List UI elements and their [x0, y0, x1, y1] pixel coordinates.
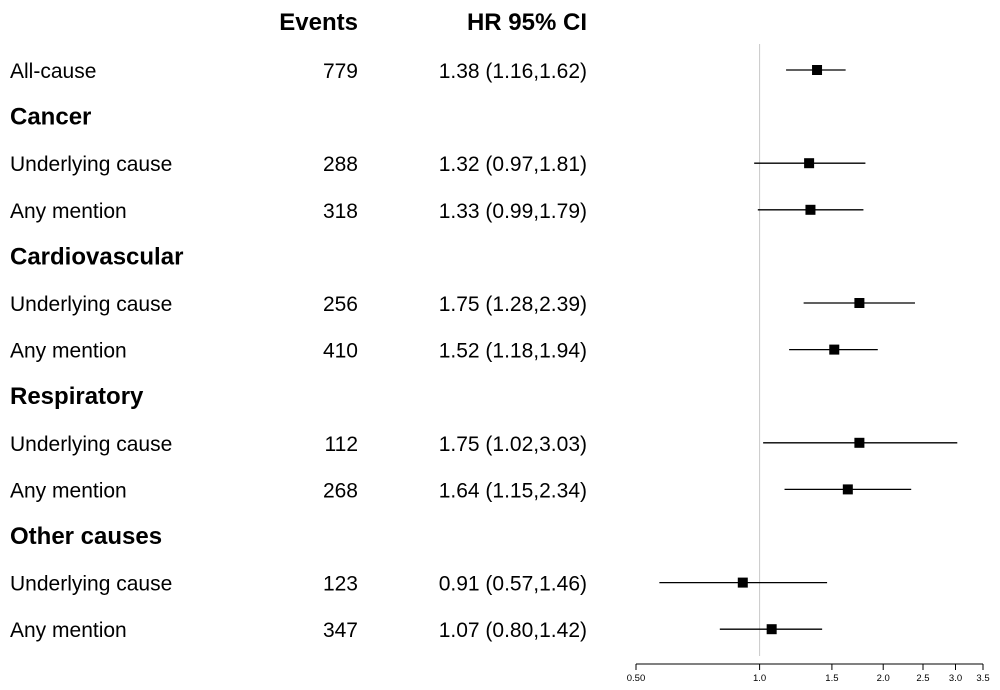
x-axis: 0.50 1.0 1.5 2.0 2.5 3.0 3.5	[627, 663, 990, 684]
group-label: Cardiovascular	[10, 243, 183, 270]
x-tick-label: 0.50	[627, 673, 646, 684]
row-hr-ci: 1.75 (1.28,2.39)	[439, 293, 587, 316]
row-label: Underlying cause	[10, 433, 172, 456]
row-label: Underlying cause	[10, 573, 172, 596]
x-tick-label: 2.5	[916, 673, 929, 684]
hr-point	[737, 577, 748, 588]
row-hr-ci: 0.91 (0.57,1.46)	[439, 573, 587, 596]
row-label: Any mention	[10, 340, 127, 363]
hr-column-header: HR 95% CI	[467, 9, 587, 36]
row-label: Underlying cause	[10, 293, 172, 316]
row-events: 288	[323, 153, 358, 176]
row-hr-ci: 1.64 (1.15,2.34)	[439, 479, 587, 502]
hr-point	[804, 158, 815, 169]
table-rows: All-cause 779 1.38 (1.16,1.62) Cancer Underl…	[10, 60, 587, 642]
x-tick-label: 3.0	[949, 673, 962, 684]
row-events: 256	[323, 293, 358, 316]
row-label: Underlying cause	[10, 153, 172, 176]
row-events: 347	[323, 619, 358, 642]
group-label: Respiratory	[10, 383, 144, 410]
hr-point	[812, 65, 823, 75]
group-label: Other causes	[10, 523, 162, 550]
hr-point	[842, 484, 853, 495]
row-label: Any mention	[10, 619, 127, 642]
row-events: 123	[323, 573, 358, 596]
row-label: All-cause	[10, 60, 96, 83]
x-tick-label: 1.5	[825, 673, 838, 684]
x-tick-label: 2.0	[877, 673, 890, 684]
row-events: 779	[323, 60, 358, 83]
row-hr-ci: 1.33 (0.99,1.79)	[439, 200, 587, 223]
row-events: 318	[323, 200, 358, 223]
hr-point	[766, 624, 777, 635]
row-hr-ci: 1.38 (1.16,1.62)	[439, 60, 587, 83]
row-hr-ci: 1.52 (1.18,1.94)	[439, 340, 587, 363]
row-hr-ci: 1.07 (0.80,1.42)	[439, 619, 587, 642]
plot-area	[659, 44, 958, 656]
hr-point	[854, 298, 865, 308]
row-label: Any mention	[10, 200, 127, 223]
x-tick-label: 3.5	[976, 673, 989, 684]
hr-point	[829, 344, 840, 355]
hr-point	[805, 204, 816, 215]
x-tick-label: 1.0	[753, 673, 766, 684]
row-hr-ci: 1.75 (1.02,3.03)	[439, 433, 587, 456]
row-events: 410	[323, 340, 358, 363]
row-events: 268	[323, 479, 358, 502]
row-hr-ci: 1.32 (0.97,1.81)	[439, 153, 587, 176]
row-label: Any mention	[10, 479, 127, 502]
hr-point	[854, 437, 865, 448]
group-label: Cancer	[10, 104, 91, 131]
events-column-header: Events	[279, 9, 358, 36]
row-events: 112	[325, 433, 358, 456]
